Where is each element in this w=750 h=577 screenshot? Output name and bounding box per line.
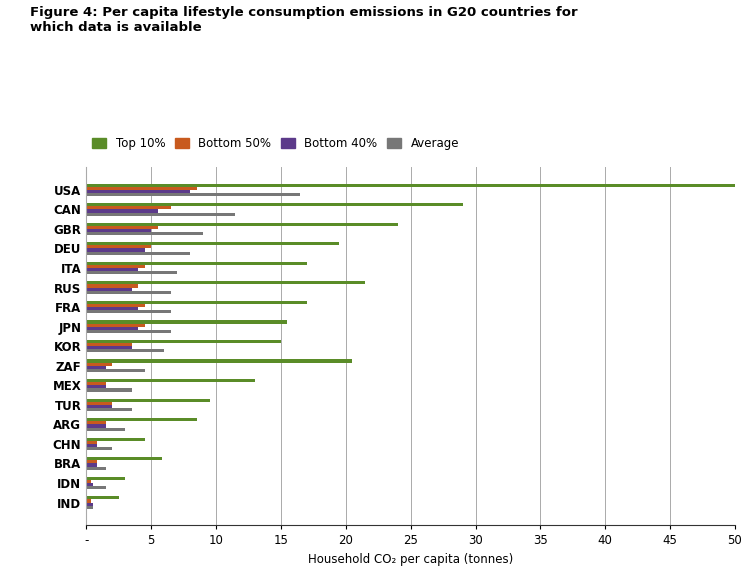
- Bar: [86, 379, 255, 382]
- Bar: [86, 307, 138, 310]
- Bar: [86, 320, 287, 324]
- Bar: [86, 249, 145, 252]
- Text: Figure 4: Per capita lifestyle consumption emissions in G20 countries for
which : Figure 4: Per capita lifestyle consumpti…: [30, 6, 578, 34]
- Bar: [86, 232, 203, 235]
- Bar: [86, 282, 365, 284]
- Bar: [86, 252, 190, 254]
- X-axis label: Household CO₂ per capita (tonnes): Household CO₂ per capita (tonnes): [308, 553, 513, 565]
- Bar: [86, 206, 170, 209]
- Bar: [86, 486, 106, 489]
- Bar: [86, 362, 112, 366]
- Bar: [86, 284, 138, 287]
- Bar: [86, 349, 164, 353]
- Bar: [86, 503, 93, 505]
- Bar: [86, 500, 92, 503]
- Bar: [86, 346, 132, 349]
- Bar: [86, 428, 125, 430]
- Bar: [86, 340, 280, 343]
- Bar: [86, 418, 196, 421]
- Bar: [86, 444, 97, 447]
- Bar: [86, 366, 106, 369]
- Bar: [86, 229, 151, 232]
- Bar: [86, 262, 307, 265]
- Bar: [86, 190, 190, 193]
- Bar: [86, 226, 158, 229]
- Bar: [86, 483, 93, 486]
- Bar: [86, 359, 352, 362]
- Bar: [86, 505, 93, 509]
- Bar: [86, 382, 106, 385]
- Bar: [86, 399, 209, 402]
- Bar: [86, 405, 112, 408]
- Bar: [86, 203, 463, 206]
- Bar: [86, 324, 145, 327]
- Bar: [86, 193, 300, 196]
- Bar: [86, 301, 307, 304]
- Bar: [86, 385, 106, 388]
- Bar: [86, 209, 158, 212]
- Bar: [86, 447, 112, 450]
- Bar: [86, 438, 145, 441]
- Bar: [86, 421, 106, 424]
- Bar: [86, 327, 138, 330]
- Bar: [86, 408, 132, 411]
- Bar: [86, 242, 339, 245]
- Bar: [86, 477, 125, 480]
- Bar: [86, 457, 161, 460]
- Bar: [86, 287, 132, 291]
- Bar: [86, 480, 92, 483]
- Bar: [86, 183, 735, 187]
- Bar: [86, 402, 112, 405]
- Bar: [86, 441, 97, 444]
- Bar: [86, 496, 118, 500]
- Bar: [86, 460, 97, 463]
- Bar: [86, 343, 132, 346]
- Bar: [86, 424, 106, 428]
- Bar: [86, 268, 138, 271]
- Bar: [86, 187, 196, 190]
- Bar: [86, 291, 170, 294]
- Bar: [86, 310, 170, 313]
- Bar: [86, 388, 132, 392]
- Bar: [86, 369, 145, 372]
- Bar: [86, 265, 145, 268]
- Legend: Top 10%, Bottom 50%, Bottom 40%, Average: Top 10%, Bottom 50%, Bottom 40%, Average: [92, 137, 459, 151]
- Bar: [86, 271, 177, 274]
- Bar: [86, 304, 145, 307]
- Bar: [86, 463, 97, 467]
- Bar: [86, 330, 170, 333]
- Bar: [86, 467, 106, 470]
- Bar: [86, 245, 151, 249]
- Bar: [86, 223, 398, 226]
- Bar: [86, 212, 236, 216]
